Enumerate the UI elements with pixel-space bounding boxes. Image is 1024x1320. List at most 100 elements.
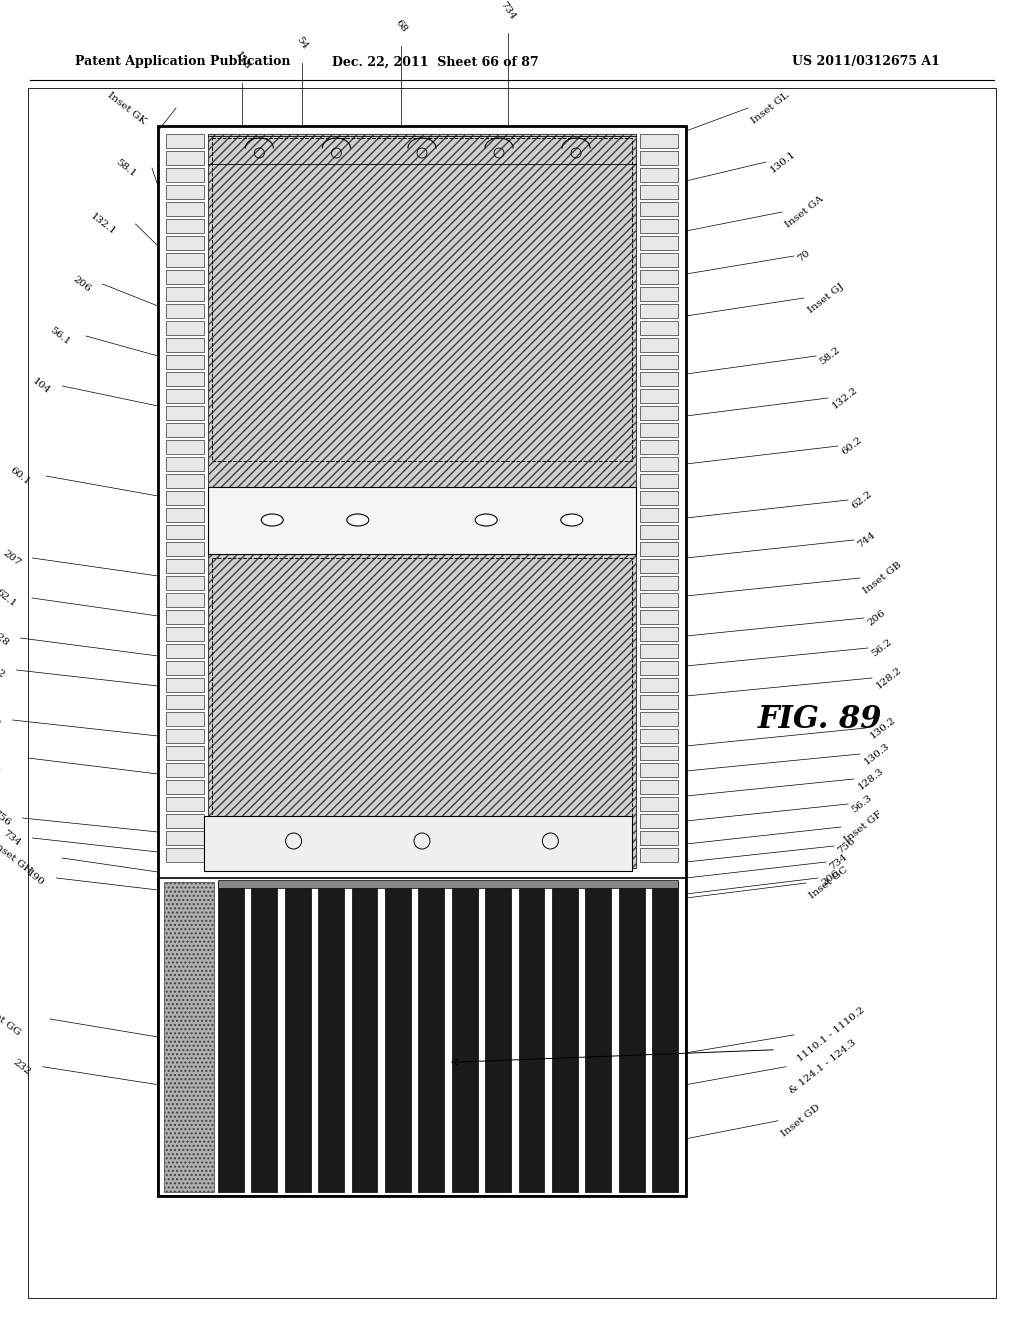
Bar: [166, 491, 204, 506]
Bar: [166, 389, 204, 403]
Text: 56.1: 56.1: [48, 325, 72, 347]
Bar: [166, 236, 204, 249]
Text: 207: 207: [1, 548, 22, 568]
Text: 742: 742: [0, 660, 6, 680]
Bar: [166, 253, 204, 267]
Text: 188: 188: [0, 710, 2, 730]
Bar: [212, 557, 632, 865]
Bar: [640, 525, 678, 539]
Text: 130.2: 130.2: [868, 715, 897, 741]
Bar: [640, 440, 678, 454]
Bar: [166, 457, 204, 471]
Bar: [640, 150, 678, 165]
Bar: [208, 135, 636, 487]
Bar: [166, 150, 204, 165]
Bar: [166, 219, 204, 234]
Bar: [640, 202, 678, 216]
Bar: [166, 271, 204, 284]
Text: 130.1: 130.1: [768, 149, 797, 174]
Bar: [166, 440, 204, 454]
Bar: [640, 271, 678, 284]
Bar: [640, 286, 678, 301]
Bar: [640, 304, 678, 318]
Text: Inset GB: Inset GB: [862, 560, 904, 595]
Bar: [166, 627, 204, 642]
Bar: [208, 553, 636, 869]
Bar: [640, 407, 678, 420]
Text: 56.3: 56.3: [850, 793, 873, 814]
Text: 734: 734: [1, 829, 22, 847]
Text: Patent Application Publication: Patent Application Publication: [75, 55, 291, 69]
Text: 132.1: 132.1: [89, 211, 118, 236]
Bar: [640, 780, 678, 795]
Bar: [640, 814, 678, 828]
Bar: [164, 882, 214, 1192]
Text: 128.3: 128.3: [856, 767, 885, 792]
Bar: [640, 644, 678, 657]
Text: 68: 68: [393, 18, 409, 34]
Bar: [166, 696, 204, 709]
Bar: [640, 491, 678, 506]
Text: Inset GD: Inset GD: [780, 1104, 822, 1139]
Bar: [166, 525, 204, 539]
Ellipse shape: [261, 513, 284, 525]
Bar: [640, 847, 678, 862]
Text: 734: 734: [828, 853, 849, 871]
Bar: [166, 321, 204, 335]
Ellipse shape: [561, 513, 583, 525]
Bar: [166, 678, 204, 692]
Text: Inset GG: Inset GG: [0, 1001, 22, 1038]
Bar: [166, 286, 204, 301]
Bar: [640, 355, 678, 370]
Bar: [640, 219, 678, 234]
Ellipse shape: [347, 513, 369, 525]
Bar: [640, 135, 678, 148]
Bar: [166, 474, 204, 488]
Bar: [166, 780, 204, 795]
Text: 58.1: 58.1: [115, 157, 138, 178]
Bar: [640, 593, 678, 607]
Text: 756: 756: [836, 837, 857, 855]
Bar: [318, 882, 344, 1192]
Bar: [640, 678, 678, 692]
Bar: [166, 797, 204, 810]
Text: 132.2: 132.2: [830, 385, 859, 411]
Text: 60.2: 60.2: [840, 436, 864, 457]
Bar: [640, 696, 678, 709]
Bar: [640, 457, 678, 471]
Text: 128.2: 128.2: [874, 665, 903, 690]
Text: 60.1: 60.1: [8, 466, 32, 487]
Text: Inset GC: Inset GC: [808, 865, 850, 900]
Text: 130.3: 130.3: [862, 742, 891, 767]
Bar: [618, 882, 644, 1192]
Bar: [485, 882, 511, 1192]
Text: 62.1: 62.1: [0, 587, 18, 609]
Bar: [640, 338, 678, 352]
Text: Inset GJ: Inset GJ: [806, 281, 845, 314]
Bar: [640, 711, 678, 726]
Bar: [640, 661, 678, 675]
Bar: [640, 185, 678, 199]
Text: 232: 232: [11, 1057, 32, 1076]
Bar: [640, 729, 678, 743]
Bar: [640, 508, 678, 521]
Text: 328: 328: [0, 628, 10, 648]
Bar: [166, 711, 204, 726]
Bar: [166, 338, 204, 352]
Text: 54: 54: [295, 36, 309, 51]
Bar: [218, 882, 244, 1192]
Bar: [640, 372, 678, 385]
Text: 734: 734: [499, 0, 517, 21]
Bar: [166, 508, 204, 521]
Text: 58.2: 58.2: [818, 346, 842, 367]
Text: 56.2: 56.2: [870, 638, 894, 659]
Text: & 124.1 - 124.3: & 124.1 - 124.3: [788, 1038, 858, 1096]
Bar: [218, 880, 678, 888]
Bar: [158, 878, 686, 1196]
Text: Inset GL: Inset GL: [750, 91, 792, 125]
Bar: [640, 253, 678, 267]
Text: Inset GA: Inset GA: [784, 194, 825, 230]
Bar: [208, 487, 636, 553]
Bar: [166, 610, 204, 624]
Text: 756: 756: [0, 808, 12, 828]
